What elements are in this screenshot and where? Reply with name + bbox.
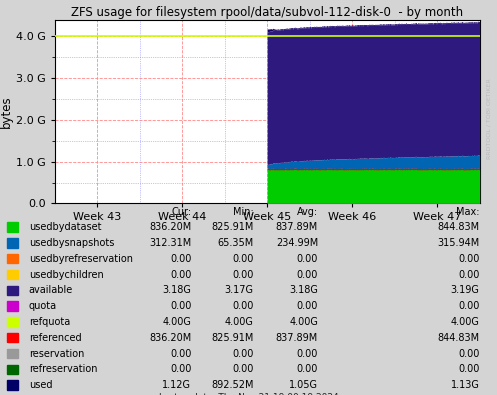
- Text: 0.00: 0.00: [232, 301, 253, 311]
- Text: 837.89M: 837.89M: [276, 222, 318, 232]
- Text: 0.00: 0.00: [458, 254, 480, 264]
- Text: 844.83M: 844.83M: [437, 333, 480, 343]
- Text: 0.00: 0.00: [232, 254, 253, 264]
- Text: 234.99M: 234.99M: [276, 238, 318, 248]
- Text: 0.00: 0.00: [297, 364, 318, 374]
- Text: 825.91M: 825.91M: [211, 333, 253, 343]
- Text: usedbyrefreservation: usedbyrefreservation: [29, 254, 133, 264]
- Text: Min:: Min:: [233, 207, 253, 217]
- Text: 3.18G: 3.18G: [289, 285, 318, 295]
- Text: RRDTOOL / TOBI OETIKER: RRDTOOL / TOBI OETIKER: [486, 78, 491, 159]
- Text: 825.91M: 825.91M: [211, 222, 253, 232]
- Text: 4.00G: 4.00G: [289, 317, 318, 327]
- Text: 0.00: 0.00: [170, 348, 191, 359]
- Text: usedbysnapshots: usedbysnapshots: [29, 238, 114, 248]
- Text: 0.00: 0.00: [297, 269, 318, 280]
- Text: reservation: reservation: [29, 348, 84, 359]
- Text: 0.00: 0.00: [232, 364, 253, 374]
- Text: 1.12G: 1.12G: [163, 380, 191, 390]
- Text: 836.20M: 836.20M: [149, 333, 191, 343]
- Text: 892.52M: 892.52M: [211, 380, 253, 390]
- Text: Avg:: Avg:: [297, 207, 318, 217]
- Text: 0.00: 0.00: [458, 364, 480, 374]
- Text: 0.00: 0.00: [232, 269, 253, 280]
- Text: Cur:: Cur:: [171, 207, 191, 217]
- Text: 0.00: 0.00: [458, 269, 480, 280]
- Text: 0.00: 0.00: [170, 364, 191, 374]
- Text: available: available: [29, 285, 73, 295]
- Text: referenced: referenced: [29, 333, 82, 343]
- Text: Last update: Thu Nov 21 19:00:19 2024: Last update: Thu Nov 21 19:00:19 2024: [159, 393, 338, 395]
- Text: 312.31M: 312.31M: [149, 238, 191, 248]
- Text: Max:: Max:: [456, 207, 480, 217]
- Text: 0.00: 0.00: [170, 301, 191, 311]
- Text: 836.20M: 836.20M: [149, 222, 191, 232]
- Text: 4.00G: 4.00G: [451, 317, 480, 327]
- Text: 0.00: 0.00: [458, 348, 480, 359]
- Text: 0.00: 0.00: [297, 254, 318, 264]
- Text: 0.00: 0.00: [170, 269, 191, 280]
- Text: 1.05G: 1.05G: [289, 380, 318, 390]
- Title: ZFS usage for filesystem rpool/data/subvol-112-disk-0  - by month: ZFS usage for filesystem rpool/data/subv…: [71, 6, 463, 19]
- Text: usedbydataset: usedbydataset: [29, 222, 101, 232]
- Text: 0.00: 0.00: [232, 348, 253, 359]
- Text: 1.13G: 1.13G: [451, 380, 480, 390]
- Text: 65.35M: 65.35M: [217, 238, 253, 248]
- Y-axis label: bytes: bytes: [0, 95, 13, 128]
- Text: 4.00G: 4.00G: [163, 317, 191, 327]
- Text: refreservation: refreservation: [29, 364, 97, 374]
- Text: 3.17G: 3.17G: [225, 285, 253, 295]
- Text: quota: quota: [29, 301, 57, 311]
- Text: 3.19G: 3.19G: [451, 285, 480, 295]
- Text: 4.00G: 4.00G: [225, 317, 253, 327]
- Text: usedbychildren: usedbychildren: [29, 269, 103, 280]
- Text: 315.94M: 315.94M: [437, 238, 480, 248]
- Text: 0.00: 0.00: [297, 348, 318, 359]
- Text: 0.00: 0.00: [458, 301, 480, 311]
- Text: refquota: refquota: [29, 317, 70, 327]
- Text: 0.00: 0.00: [170, 254, 191, 264]
- Text: used: used: [29, 380, 52, 390]
- Text: 0.00: 0.00: [297, 301, 318, 311]
- Text: 844.83M: 844.83M: [437, 222, 480, 232]
- Text: 837.89M: 837.89M: [276, 333, 318, 343]
- Text: 3.18G: 3.18G: [163, 285, 191, 295]
